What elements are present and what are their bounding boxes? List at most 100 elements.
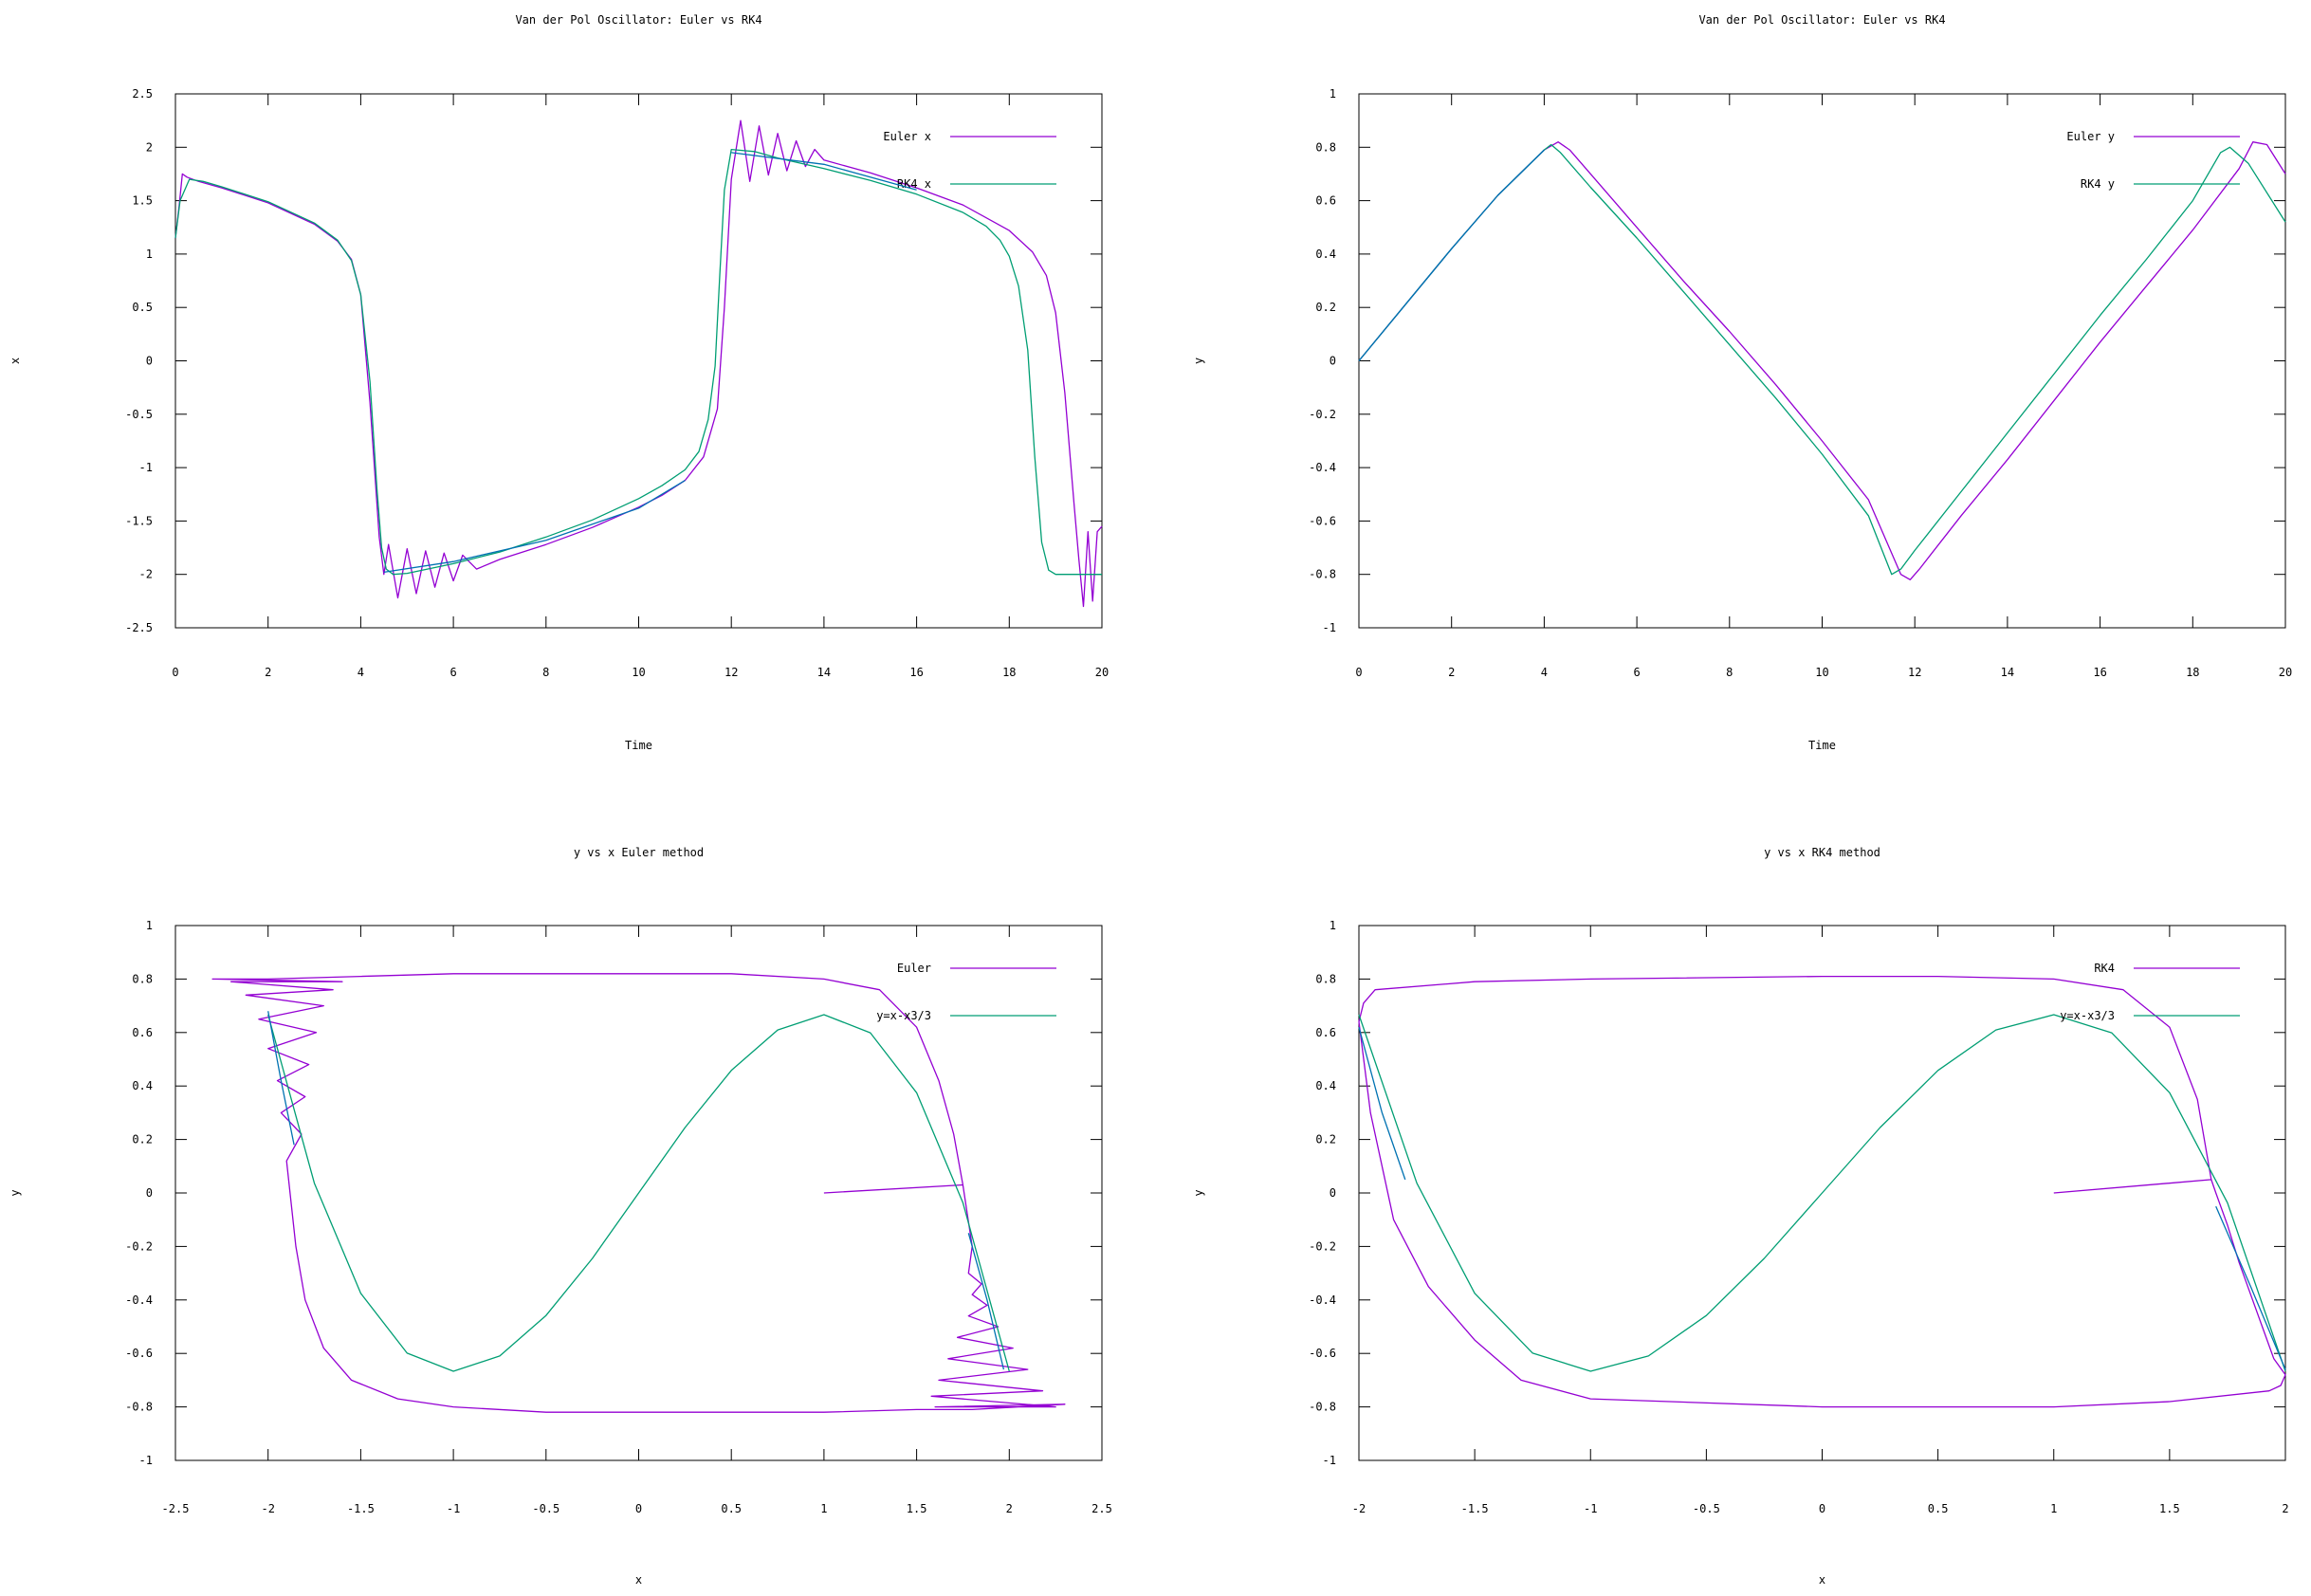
plot-frame bbox=[174, 93, 1103, 629]
series-line-euler-x bbox=[174, 119, 1103, 608]
y-axis-label: x bbox=[9, 358, 22, 364]
chart-title: Van der Pol Oscillator: Euler vs RK4 bbox=[515, 13, 761, 27]
x-tick-label: -0.5 bbox=[532, 1502, 559, 1515]
x-tick-label: -0.5 bbox=[1693, 1502, 1720, 1515]
y-tick-label: 0 bbox=[1330, 355, 1336, 368]
legend-label: Euler bbox=[897, 962, 931, 975]
y-tick-label: -0.5 bbox=[125, 408, 153, 421]
y-tick-label: 0.8 bbox=[1315, 972, 1336, 985]
x-tick-label: 0.5 bbox=[1928, 1502, 1949, 1515]
x-tick-label: 1.5 bbox=[907, 1502, 927, 1515]
chart-title: y vs x RK4 method bbox=[1764, 846, 1880, 859]
y-tick-label: -1 bbox=[1323, 621, 1336, 634]
overlap-line bbox=[731, 152, 917, 191]
overlap-line bbox=[967, 1233, 1005, 1370]
y-tick-label: -0.6 bbox=[125, 1347, 153, 1360]
x-tick-label: 10 bbox=[1815, 666, 1828, 679]
y-tick-label: 0 bbox=[146, 355, 153, 368]
y-tick-label: -0.6 bbox=[1309, 1347, 1336, 1360]
y-tick-label: 0.2 bbox=[1315, 301, 1336, 314]
y-tick-label: 1.5 bbox=[132, 194, 153, 208]
chart-title: y vs x Euler method bbox=[574, 846, 704, 859]
y-axis-label: y bbox=[1192, 358, 1205, 364]
y-tick-label: 0 bbox=[146, 1186, 153, 1200]
y-tick-label: 0.5 bbox=[132, 301, 153, 314]
series-line-y-x-x3-3 bbox=[1358, 1014, 2286, 1372]
x-tick-label: 0 bbox=[1355, 666, 1362, 679]
y-tick-label: 0 bbox=[1330, 1186, 1336, 1200]
x-tick-label: 2 bbox=[1448, 666, 1455, 679]
y-tick-label: 1 bbox=[1330, 87, 1336, 101]
x-tick-label: 2 bbox=[2282, 1502, 2288, 1515]
y-tick-label: -0.2 bbox=[1309, 408, 1336, 421]
y-tick-label: 2.5 bbox=[132, 87, 153, 101]
y-tick-label: -0.4 bbox=[125, 1293, 153, 1307]
y-tick-label: 2 bbox=[146, 140, 153, 154]
x-tick-label: 20 bbox=[1095, 666, 1109, 679]
y-tick-label: 0.2 bbox=[132, 1133, 153, 1147]
series-line-rk4 bbox=[1358, 975, 2286, 1408]
y-tick-label: 0.6 bbox=[1315, 194, 1336, 208]
x-tick-label: 0.5 bbox=[721, 1502, 742, 1515]
x-tick-label: 16 bbox=[909, 666, 923, 679]
overlap-line bbox=[267, 1011, 295, 1146]
y-tick-label: 0.2 bbox=[1315, 1133, 1336, 1147]
x-tick-label: 2 bbox=[265, 666, 271, 679]
x-tick-label: 4 bbox=[1541, 666, 1548, 679]
y-tick-label: 0.4 bbox=[1315, 248, 1336, 261]
y-tick-label: -1 bbox=[1323, 1454, 1336, 1467]
x-tick-label: 12 bbox=[1908, 666, 1921, 679]
y-tick-label: -0.4 bbox=[1309, 1293, 1336, 1307]
y-tick-label: -0.8 bbox=[1309, 568, 1336, 581]
series-line-euler-y bbox=[1358, 141, 2286, 580]
x-tick-label: 2.5 bbox=[1091, 1502, 1112, 1515]
y-tick-label: 0.6 bbox=[132, 1026, 153, 1039]
y-tick-label: 1 bbox=[146, 919, 153, 932]
plot-frame bbox=[1358, 93, 2286, 629]
legend-label: Euler x bbox=[883, 130, 931, 143]
y-tick-label: -1 bbox=[139, 461, 153, 474]
overlap-line bbox=[383, 480, 686, 574]
overlap-line bbox=[2215, 1205, 2286, 1370]
y-axis-label: y bbox=[9, 1189, 22, 1196]
legend-label: y=x-x3/3 bbox=[876, 1009, 931, 1022]
x-tick-label: 0 bbox=[1819, 1502, 1825, 1515]
legend-label: Euler y bbox=[2066, 130, 2115, 143]
chart-bottom-left: y vs x Euler method x y -2.5 -2 -1.5 -1 -0.5 0 0.… bbox=[9, 846, 1112, 1587]
chart-top-left: Van der Pol Oscillator: Euler vs RK4 Time… bbox=[9, 13, 1109, 752]
x-tick-label: -1.5 bbox=[1461, 1502, 1489, 1515]
series-line-y-x-x3-3 bbox=[267, 1014, 1010, 1372]
x-tick-label: -2 bbox=[1352, 1502, 1366, 1515]
x-tick-label: 14 bbox=[2001, 666, 2014, 679]
x-tick-label: 16 bbox=[2093, 666, 2106, 679]
y-tick-label: 0.4 bbox=[132, 1079, 153, 1092]
x-tick-label: 1.5 bbox=[2159, 1502, 2180, 1515]
x-tick-label: 18 bbox=[2186, 666, 2199, 679]
overlap-line bbox=[1358, 149, 1545, 361]
y-tick-label: -1.5 bbox=[125, 514, 153, 527]
legend-label: RK4 y bbox=[2081, 177, 2115, 191]
x-tick-label: 18 bbox=[1002, 666, 1016, 679]
x-tick-label: 1 bbox=[820, 1502, 827, 1515]
x-tick-label: -1.5 bbox=[347, 1502, 375, 1515]
x-axis-label: x bbox=[1819, 1573, 1825, 1587]
y-tick-label: 1 bbox=[146, 248, 153, 261]
x-tick-label: 0 bbox=[635, 1502, 642, 1515]
y-tick-label: -0.8 bbox=[1309, 1401, 1336, 1414]
y-tick-label: -0.8 bbox=[125, 1401, 153, 1414]
x-tick-label: 4 bbox=[358, 666, 364, 679]
y-tick-label: -2 bbox=[139, 568, 153, 581]
y-tick-label: 0.8 bbox=[1315, 140, 1336, 154]
x-tick-label: 12 bbox=[724, 666, 738, 679]
chart-top-right: Van der Pol Oscillator: Euler vs RK4 Time… bbox=[1192, 13, 2292, 752]
legend-label: y=x-x3/3 bbox=[2060, 1009, 2115, 1022]
x-tick-label: 2 bbox=[1006, 1502, 1013, 1515]
y-tick-label: -0.2 bbox=[1309, 1239, 1336, 1253]
y-tick-label: 0.4 bbox=[1315, 1079, 1336, 1092]
x-tick-label: 0 bbox=[172, 666, 178, 679]
x-tick-label: 8 bbox=[542, 666, 549, 679]
x-tick-label: 20 bbox=[2279, 666, 2292, 679]
x-axis-label: Time bbox=[1808, 739, 1836, 752]
y-tick-label: -2.5 bbox=[125, 621, 153, 634]
x-tick-label: -1 bbox=[447, 1502, 460, 1515]
